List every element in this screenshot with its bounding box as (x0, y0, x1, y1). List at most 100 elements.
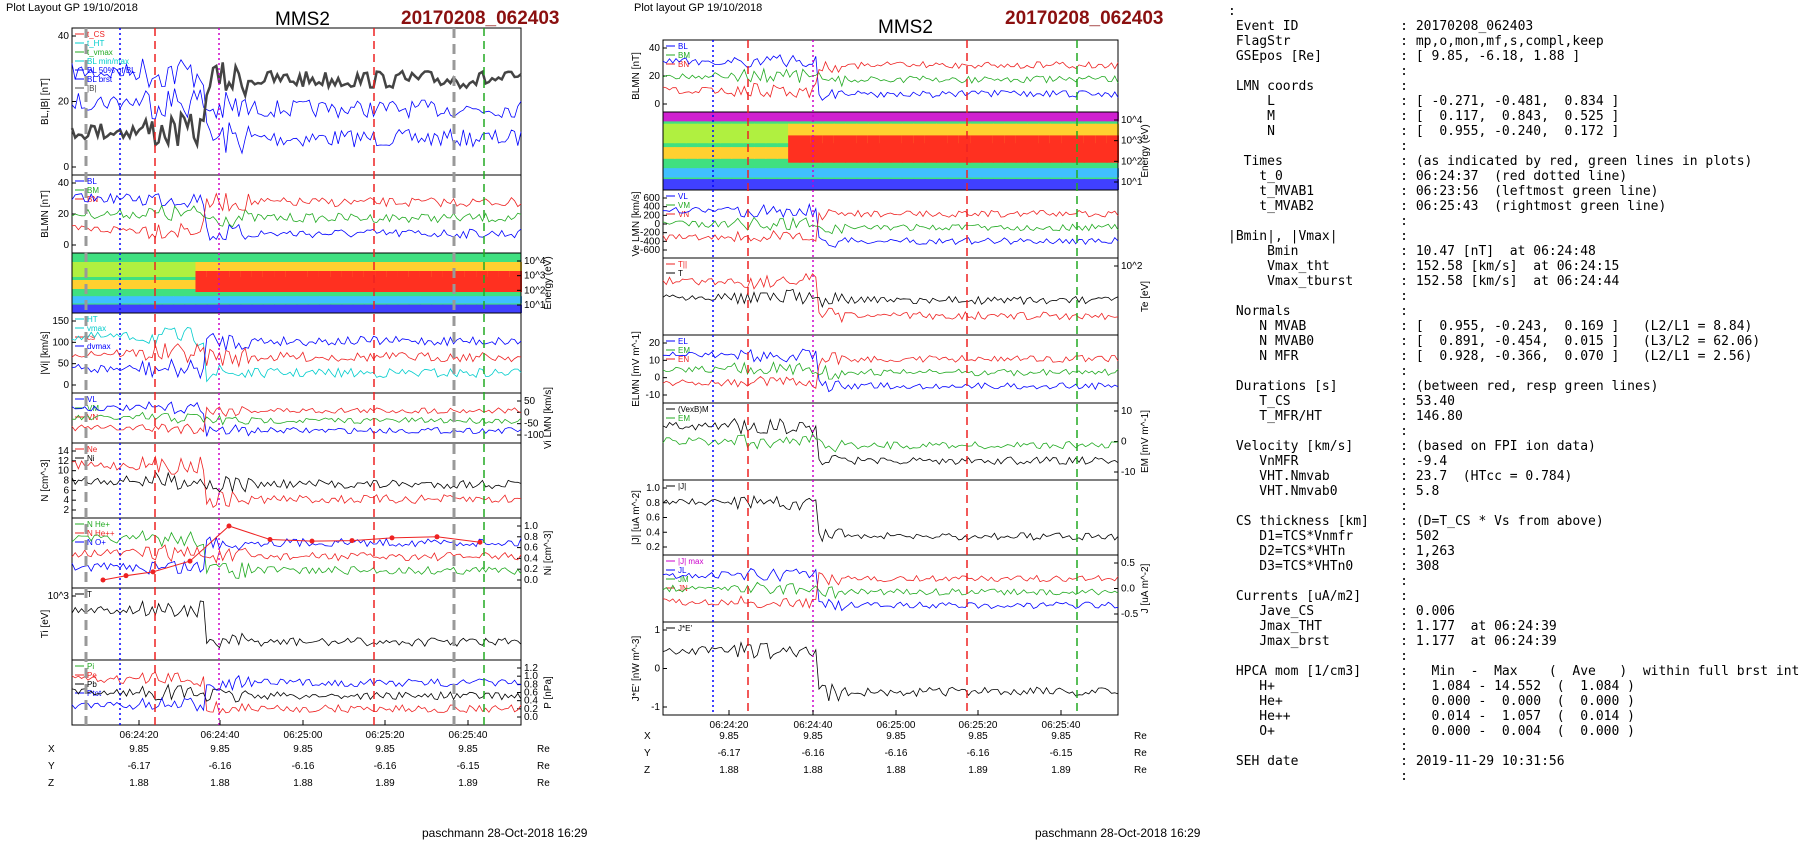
position-value: -6.17 (128, 761, 151, 772)
spectrogram-cell (262, 304, 276, 313)
data-trace (71, 544, 522, 564)
position-value: -6.15 (1050, 748, 1073, 759)
info-line: : (1228, 424, 1409, 439)
legend-entry: BL brst (87, 75, 113, 84)
axis-label: ELMN [mV m^-1] (631, 331, 642, 407)
spectrogram-cell (879, 135, 892, 163)
tick-label: 400 (643, 202, 660, 213)
legend-entry: BN (678, 60, 689, 69)
data-trace (662, 54, 1119, 101)
spectrogram-cell (363, 296, 377, 304)
spectrogram-cell (936, 112, 949, 122)
tick-label: 0.2 (524, 704, 538, 715)
spectrogram-cell (901, 168, 915, 178)
tick-label: 0 (63, 380, 69, 391)
spectrogram-cell (1038, 168, 1051, 178)
legend-entry: cs (87, 333, 95, 342)
spectrogram-cell (1049, 179, 1063, 190)
spectrogram-cell (128, 280, 141, 289)
spectrogram-cell (116, 280, 130, 289)
spectrogram-cell (229, 304, 242, 313)
spectrogram-cell (674, 112, 687, 122)
spectrogram-cell (981, 179, 994, 190)
tick-label: 06:25:20 (959, 720, 998, 731)
info-line: Event ID : 20170208_062403 (1228, 19, 1534, 34)
data-trace (70, 61, 522, 150)
spectrogram-cell (464, 304, 478, 313)
spectrogram-cell (217, 271, 231, 292)
position-value: 9.85 (886, 731, 906, 742)
position-label: X (48, 744, 55, 755)
spectrogram-cell (498, 304, 511, 313)
info-line: LMN coords : (1228, 79, 1409, 94)
axis-label: |J| [uA m^-2] (631, 490, 642, 545)
spectrogram-cell (958, 112, 972, 122)
position-value: 1.89 (458, 778, 478, 789)
info-line: Velocity [km/s] : (based on FPI ion data… (1228, 439, 1596, 454)
spectrogram-cell (1083, 168, 1097, 178)
axis-label: Ni [cm^-3] (543, 530, 554, 575)
position-value: -6.16 (374, 761, 397, 772)
data-trace (71, 401, 522, 437)
axis-label: BLMN [nT] (40, 190, 51, 238)
info-line: GSEpos [Re] : [ 9.85, -6.18, 1.88 ] (1228, 49, 1581, 64)
spectrogram-cell (285, 271, 298, 292)
spectrogram-cell (970, 135, 983, 163)
spectrogram-cell (408, 271, 421, 292)
info-line: N MVAB : [ 0.955, -0.243, 0.169 ] (L2/L1… (1228, 319, 1753, 334)
spectrogram-cell (150, 296, 163, 304)
spectrogram-cell (375, 304, 388, 313)
spectrogram-cell (509, 296, 522, 304)
panel-frame (662, 479, 1119, 556)
position-value: 9.85 (375, 744, 395, 755)
info-line: VHT.Nmvab0 : 5.8 (1228, 484, 1440, 499)
legend-entry: t_HT (87, 39, 104, 48)
tick-label: 10^3 (48, 591, 70, 602)
spectrogram-cell (341, 296, 354, 304)
info-line: t_MVAB1 : 06:23:56 (leftmost green line) (1228, 184, 1659, 199)
legend-entry: |J| (678, 482, 686, 491)
spectrogram-cell (685, 168, 699, 178)
data-trace (71, 192, 522, 241)
spectrogram-cell (708, 168, 721, 178)
spectrogram-cell (397, 304, 410, 313)
he-plus-plus-point (389, 535, 395, 541)
legend-entry: BL (678, 42, 688, 51)
spectrogram-cell (765, 123, 778, 144)
tick-label: 0 (524, 407, 530, 418)
spectrogram-cell (1038, 135, 1051, 163)
spectrogram-cell (1049, 112, 1063, 122)
spectrogram-cell (1027, 168, 1040, 178)
info-line: Times : (as indicated by red, green line… (1228, 154, 1753, 169)
spectrogram-cell (1106, 135, 1119, 163)
spectrogram-cell (1038, 179, 1051, 190)
tick-label: 10^1 (524, 300, 546, 311)
tick-label: 50 (524, 396, 536, 407)
spectrogram-cell (173, 280, 186, 289)
legend-entry: EM (678, 414, 690, 423)
spectrogram-cell (83, 296, 96, 304)
spectrogram-cell (184, 262, 197, 277)
spectrogram-cell (307, 271, 320, 292)
spectrogram-cell (833, 179, 846, 190)
spectrogram-cell (251, 296, 264, 304)
tick-label: 0.6 (646, 513, 660, 524)
he-plus-plus-point (226, 523, 232, 529)
data-trace (71, 58, 522, 155)
panel-frame (662, 334, 1119, 404)
info-line: Vmax_tht : 152.58 [km/s] at 06:24:15 (1228, 259, 1620, 274)
spectrogram-cell (173, 262, 186, 277)
spectrogram-cell (94, 262, 107, 277)
spectrogram-cell (970, 179, 983, 190)
tick-label: 1.0 (524, 521, 538, 532)
tick-label: 20 (649, 71, 661, 82)
axis-label: EM [mV m^-1] (1140, 410, 1151, 473)
spectrogram-cell (206, 296, 219, 304)
spectrogram-cell (285, 304, 298, 313)
legend-entry: Ne (87, 445, 98, 454)
axis-label: BLMN [nT] (631, 52, 642, 100)
tick-label: 150 (52, 316, 69, 327)
spectrogram-cell (856, 135, 869, 163)
spectrogram-cell (663, 123, 676, 144)
panel-frame (662, 257, 1119, 336)
